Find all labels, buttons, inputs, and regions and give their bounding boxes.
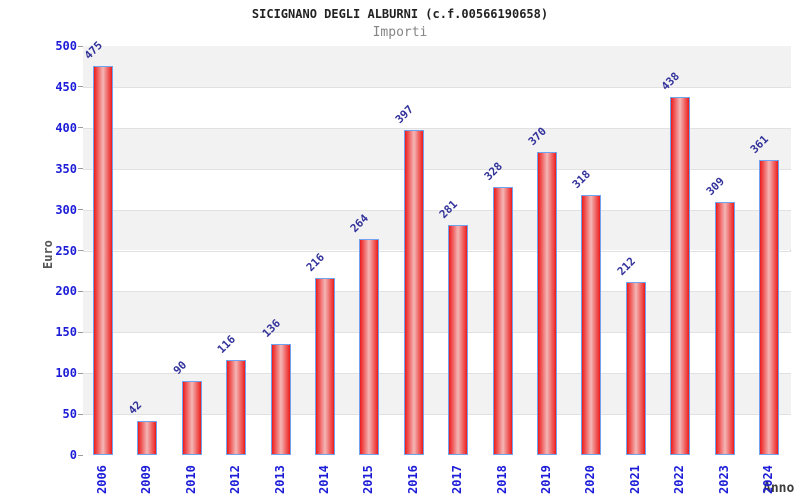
gridline bbox=[83, 86, 791, 88]
y-tick-mark bbox=[78, 86, 83, 88]
chart-title: SICIGNANO DEGLI ALBURNI (c.f.00566190658… bbox=[251, 7, 549, 21]
bar bbox=[93, 66, 113, 455]
x-tick-label: 2010 bbox=[183, 465, 198, 494]
x-tick-label: 2023 bbox=[716, 465, 731, 494]
y-tick-mark bbox=[78, 372, 83, 374]
gridline bbox=[83, 291, 791, 293]
bar bbox=[315, 278, 335, 455]
bar bbox=[359, 239, 380, 455]
y-tick-mark bbox=[78, 250, 83, 251]
x-axis-title: Anno bbox=[763, 481, 795, 496]
bar bbox=[714, 202, 735, 455]
x-tick-label: 2013 bbox=[272, 465, 287, 494]
gridline bbox=[83, 250, 791, 252]
x-tick-label: 2018 bbox=[494, 465, 509, 494]
bar bbox=[403, 130, 424, 455]
y-tick-mark bbox=[78, 209, 83, 211]
gridline bbox=[83, 373, 791, 375]
bar bbox=[537, 152, 557, 455]
bar bbox=[137, 420, 158, 455]
bar bbox=[492, 186, 513, 455]
bar bbox=[226, 360, 247, 455]
x-tick-label: 2021 bbox=[627, 465, 642, 494]
gridline bbox=[83, 168, 791, 170]
y-tick-mark bbox=[78, 454, 83, 456]
x-tick-label: 2016 bbox=[405, 465, 420, 494]
y-tick-label: 50 bbox=[62, 407, 77, 422]
gridline bbox=[83, 332, 791, 334]
y-tick-mark bbox=[78, 290, 83, 292]
y-tick-mark bbox=[78, 413, 83, 415]
x-tick-label: 2015 bbox=[361, 465, 376, 494]
bar bbox=[448, 225, 469, 455]
bar bbox=[581, 194, 602, 455]
y-tick-label: 450 bbox=[55, 79, 77, 94]
y-tick-mark bbox=[78, 168, 83, 170]
bar bbox=[625, 281, 646, 455]
bar bbox=[670, 96, 691, 455]
y-tick-label: 200 bbox=[55, 284, 77, 299]
y-tick-label: 100 bbox=[55, 366, 77, 381]
x-tick-label: 2017 bbox=[450, 465, 465, 494]
x-tick-label: 2014 bbox=[317, 465, 331, 494]
x-tick-label: 2022 bbox=[672, 465, 687, 494]
y-tick-label: 400 bbox=[55, 120, 77, 135]
y-tick-label: 150 bbox=[55, 325, 77, 340]
gridline bbox=[83, 209, 791, 211]
y-tick-label: 350 bbox=[55, 161, 77, 176]
bar bbox=[181, 381, 202, 455]
plot-area bbox=[83, 46, 791, 455]
x-tick-label: 2019 bbox=[539, 465, 553, 494]
y-tick-label: 0 bbox=[69, 448, 77, 462]
y-tick-label: 300 bbox=[55, 202, 77, 217]
y-tick-mark bbox=[78, 331, 83, 333]
y-tick-mark bbox=[78, 127, 83, 129]
x-tick-label: 2012 bbox=[228, 465, 243, 494]
gridline bbox=[83, 414, 791, 416]
bar bbox=[270, 343, 291, 455]
x-tick-label: 2020 bbox=[583, 465, 598, 494]
y-tick-mark bbox=[78, 45, 83, 47]
plot-band bbox=[83, 46, 791, 87]
x-tick-label: 2006 bbox=[95, 465, 109, 494]
chart-subtitle: Importi bbox=[372, 25, 428, 40]
gridline bbox=[83, 127, 791, 129]
bar bbox=[759, 159, 779, 455]
y-tick-label: 500 bbox=[55, 39, 77, 53]
y-tick-label: 250 bbox=[55, 243, 77, 258]
x-tick-label: 2024 bbox=[761, 465, 775, 494]
x-tick-label: 2009 bbox=[139, 465, 154, 494]
